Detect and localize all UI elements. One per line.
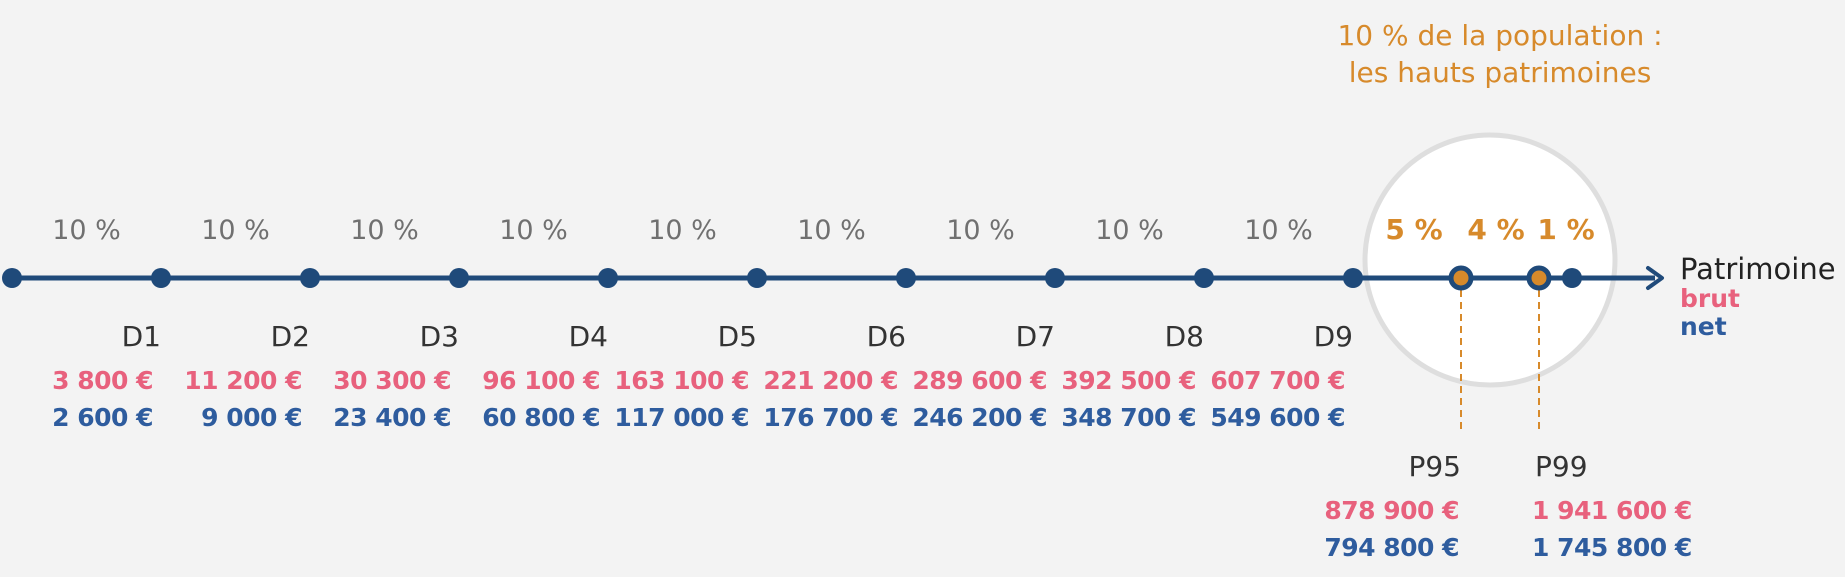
decile-net-d1: 2 600 €: [52, 403, 153, 432]
decile-net-d6: 176 700 €: [763, 403, 898, 432]
percentile-dot-p95: [1448, 265, 1474, 291]
decile-dot-d8: [1194, 268, 1214, 288]
decile-dot-d6: [896, 268, 916, 288]
decile-brut-d6: 221 200 €: [763, 366, 898, 395]
axis-origin-dot: [2, 268, 22, 288]
top-share-1: 4 %: [1467, 213, 1525, 246]
decile-label-d2: D2: [270, 320, 310, 353]
decile-net-d3: 23 400 €: [333, 403, 451, 432]
decile-label-d8: D8: [1164, 320, 1204, 353]
decile-dot-d9: [1343, 268, 1363, 288]
decile-brut-d1: 3 800 €: [52, 366, 153, 395]
decile-net-d9: 549 600 €: [1210, 403, 1345, 432]
percentile-net-p99: 1 745 800 €: [1532, 533, 1692, 562]
decile-share-d5: 10 %: [648, 215, 717, 246]
top-share-2: 1 %: [1537, 213, 1595, 246]
decile-brut-d8: 392 500 €: [1061, 366, 1196, 395]
high-wealth-title: 10 % de la population : les hauts patrim…: [1335, 17, 1665, 91]
decile-dot-d3: [449, 268, 469, 288]
decile-share-d7: 10 %: [946, 215, 1015, 246]
decile-dot-d7: [1045, 268, 1065, 288]
decile-brut-d5: 163 100 €: [614, 366, 749, 395]
decile-share-d1: 10 %: [52, 215, 121, 246]
percentile-dot-p99: [1526, 265, 1552, 291]
decile-net-d2: 9 000 €: [201, 403, 302, 432]
decile-label-d7: D7: [1015, 320, 1055, 353]
decile-brut-d2: 11 200 €: [184, 366, 302, 395]
decile-label-d5: D5: [717, 320, 757, 353]
high-wealth-title-line1: 10 % de la population :: [1337, 19, 1663, 52]
decile-brut-d3: 30 300 €: [333, 366, 451, 395]
top-percentile-dot: [1562, 268, 1582, 288]
percentile-net-p95: 794 800 €: [1324, 533, 1459, 562]
decile-dot-d2: [300, 268, 320, 288]
top-decile-highlight-circle: [1362, 132, 1618, 388]
legend-net: net: [1680, 312, 1727, 341]
decile-label-d6: D6: [866, 320, 906, 353]
legend-brut: brut: [1680, 284, 1740, 313]
decile-net-d5: 117 000 €: [614, 403, 749, 432]
decile-dot-d4: [598, 268, 618, 288]
percentile-brut-p99: 1 941 600 €: [1532, 496, 1692, 525]
decile-share-d2: 10 %: [201, 215, 270, 246]
decile-label-d3: D3: [419, 320, 459, 353]
decile-label-d4: D4: [568, 320, 608, 353]
decile-label-d9: D9: [1313, 320, 1353, 353]
decile-brut-d9: 607 700 €: [1210, 366, 1345, 395]
decile-label-d1: D1: [121, 320, 161, 353]
high-wealth-title-line2: les hauts patrimoines: [1348, 56, 1652, 89]
decile-share-d3: 10 %: [350, 215, 419, 246]
decile-share-d8: 10 %: [1095, 215, 1164, 246]
axis-label-patrimoine: Patrimoine: [1680, 252, 1836, 286]
decile-dot-d5: [747, 268, 767, 288]
decile-brut-d7: 289 600 €: [912, 366, 1047, 395]
percentile-label-p95: P95: [1408, 450, 1461, 483]
decile-net-d4: 60 800 €: [482, 403, 600, 432]
percentile-label-p99: P99: [1535, 450, 1588, 483]
axis-arrow-icon: [1646, 266, 1664, 290]
decile-brut-d4: 96 100 €: [482, 366, 600, 395]
percentile-brut-p95: 878 900 €: [1324, 496, 1459, 525]
decile-dot-d1: [151, 268, 171, 288]
top-share-0: 5 %: [1385, 213, 1443, 246]
decile-net-d8: 348 700 €: [1061, 403, 1196, 432]
decile-share-d6: 10 %: [797, 215, 866, 246]
decile-share-d9: 10 %: [1244, 215, 1313, 246]
decile-share-d4: 10 %: [499, 215, 568, 246]
decile-net-d7: 246 200 €: [912, 403, 1047, 432]
